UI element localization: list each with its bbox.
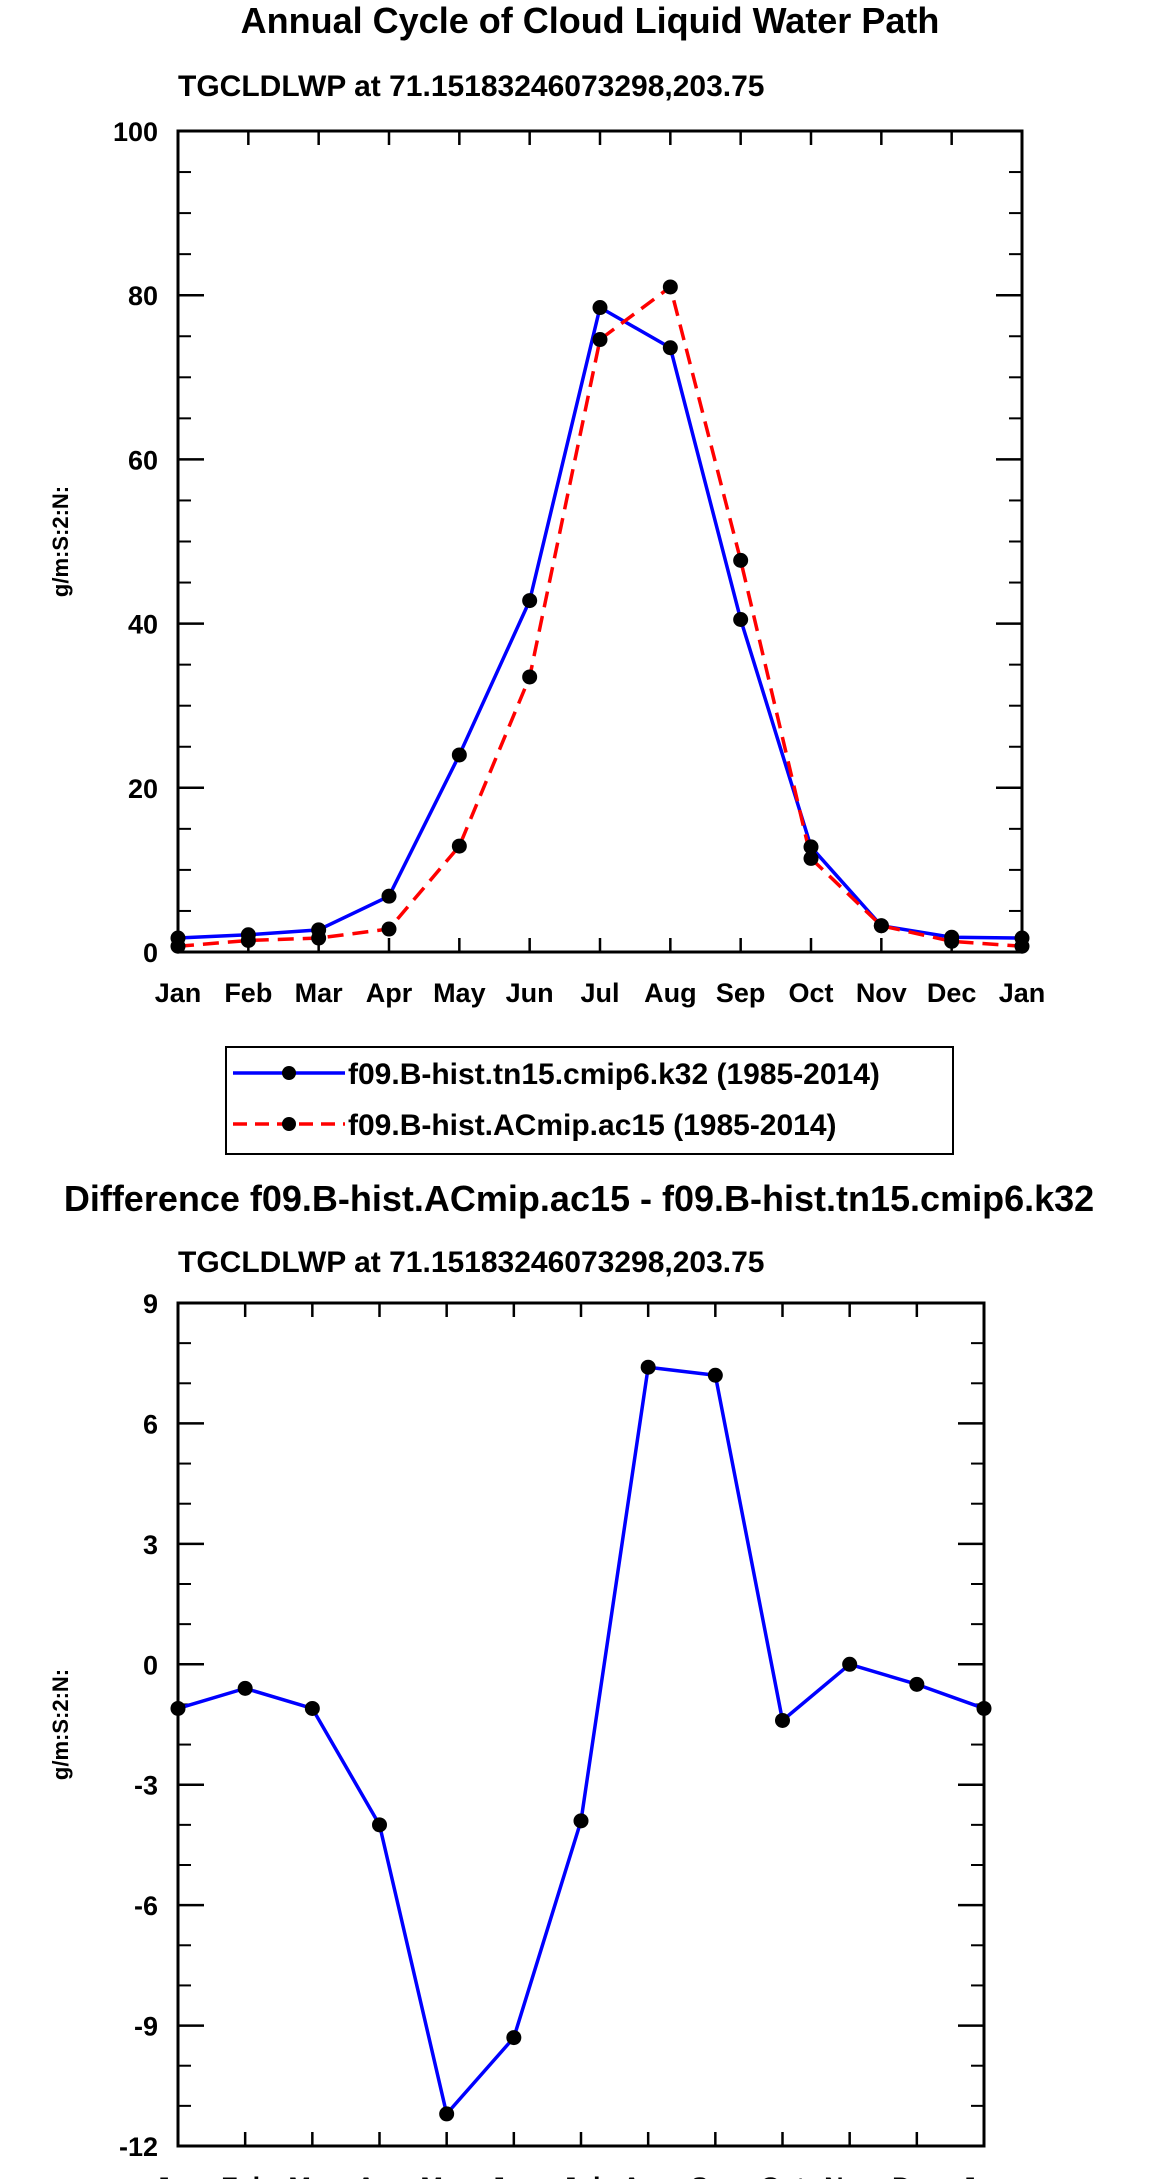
- chart2-series-1-line: [177, 1365, 985, 2116]
- chart1-series-2-point: [170, 938, 186, 954]
- chart1-xtick-label: Feb: [224, 978, 272, 1008]
- chart1-xtick-label: Mar: [295, 978, 344, 1008]
- legend-marker-series-1: [282, 1066, 296, 1080]
- chart2-series-1-point: [439, 2106, 455, 2122]
- chart2-xtick-label: Feb: [221, 2172, 269, 2179]
- chart2-series-1-point: [707, 1367, 723, 1383]
- chart2-series-1-point: [506, 2030, 522, 2046]
- legend-marker-series-2: [282, 1117, 296, 1131]
- chart2-xtick-label: May: [420, 2172, 473, 2179]
- chart1-ytick-label: 20: [128, 774, 158, 804]
- chart1-series-1-line: [177, 305, 1023, 940]
- chart2-ytick-label: -9: [134, 2012, 158, 2042]
- chart1-series-2-point: [592, 332, 608, 348]
- chart2-series-1-point: [976, 1700, 992, 1716]
- chart1-series-2-point: [873, 918, 889, 934]
- chart1-xtick-label: Oct: [788, 978, 833, 1008]
- chart2-xtick-label: Jan: [155, 2172, 202, 2179]
- chart2-xtick-label: Nov: [824, 2172, 875, 2179]
- chart2-ytick-label: -6: [134, 1891, 158, 1921]
- chart2-xtick-label: Aug: [622, 2172, 674, 2179]
- chart1-series-2-point: [803, 850, 819, 866]
- chart2-xtick-label: Jan: [961, 2172, 1008, 2179]
- chart1-ytick-label: 60: [128, 445, 158, 475]
- chart1-series-2-point: [522, 669, 538, 685]
- chart2-series-1-point: [170, 1700, 186, 1716]
- chart2-series-1-point: [304, 1700, 320, 1716]
- legend-label-series-1: f09.B-hist.tn15.cmip6.k32 (1985-2014): [348, 1058, 880, 1091]
- chart1-ytick-label: 100: [113, 117, 158, 147]
- chart1-series-1-point: [733, 611, 749, 627]
- chart1-frame: [176, 129, 1024, 954]
- chart1-ytick-label: 40: [128, 610, 158, 640]
- chart2-series-1-point: [842, 1656, 858, 1672]
- chart2-ytick-label: 9: [143, 1289, 158, 1319]
- chart2-plot: Jan Feb Mar Apr May Jun Jul Aug Sep Oct Nov Dec Jan -…: [48, 1289, 1007, 2179]
- chart2-ytick-label: -12: [119, 2132, 158, 2162]
- chart1-series-2-point: [240, 933, 256, 949]
- chart1-series-2-point: [1014, 938, 1030, 954]
- chart2-series-1-point: [909, 1676, 925, 1692]
- chart2-series-1-point: [775, 1712, 790, 1728]
- chart2-ytick-label: 6: [143, 1409, 158, 1439]
- chart2-ylabel: g/m:S:2:N:: [48, 1669, 73, 1780]
- chart1-series-1-point: [592, 300, 608, 316]
- chart1-xtick-label: Aug: [644, 978, 696, 1008]
- chart1-ytick-label: 0: [143, 938, 158, 968]
- chart1-legend: f09.B-hist.tn15.cmip6.k32 (1985-2014) f0…: [225, 1046, 954, 1155]
- chart1-series-2-point: [451, 838, 467, 854]
- legend-box: [225, 1046, 954, 1155]
- chart2-series-1-point: [640, 1359, 656, 1375]
- chart2-title: Difference f09.B-hist.ACmip.ac15 - f09.B…: [64, 1178, 1094, 1219]
- chart2-xtick-label: Mar: [288, 2172, 337, 2179]
- chart2-xtick-label: Jun: [490, 2172, 538, 2179]
- chart2-xtick-label: Oct: [760, 2172, 805, 2179]
- chart2-ytick-label: 3: [143, 1530, 158, 1560]
- chart2-series-1-point: [237, 1680, 253, 1696]
- chart1-xtick-label: Jun: [506, 978, 554, 1008]
- chart1-xtick-label: Dec: [927, 978, 977, 1008]
- chart1-ytick-label: 80: [128, 281, 158, 311]
- chart2-frame: [176, 1301, 986, 2148]
- legend-label-series-2: f09.B-hist.ACmip.ac15 (1985-2014): [348, 1109, 837, 1142]
- chart2-xtick-label: Apr: [356, 2172, 403, 2179]
- chart1-xtick-label: Jul: [580, 978, 619, 1008]
- chart1-series-1-point: [381, 888, 397, 904]
- chart1-xtick-label: Nov: [856, 978, 907, 1008]
- chart2-xtick-label: Dec: [892, 2172, 942, 2179]
- chart1-series-2-line: [177, 285, 1023, 948]
- chart1-xtick-label: Jan: [155, 978, 202, 1008]
- chart1-ylabel: g/m:S:2:N:: [48, 486, 73, 597]
- chart1-plot: Jan Feb Mar Apr May Jun Jul Aug Sep Oct Nov Dec Jan 0…: [48, 117, 1045, 1008]
- chart1-series-2-point: [662, 279, 678, 295]
- chart1-series-1-point: [522, 593, 538, 609]
- chart2-ytick-label: -3: [134, 1771, 158, 1801]
- chart2-subtitle: TGCLDLWP at 71.15183246073298,203.75: [178, 1246, 765, 1279]
- chart1-series-2-point: [733, 552, 749, 568]
- chart1-series-1-point: [662, 340, 678, 356]
- chart2-series-1-point: [573, 1813, 589, 1829]
- chart1-xtick-label: May: [433, 978, 486, 1008]
- chart1-xtick-label: Sep: [716, 978, 766, 1008]
- chart1-series-2-point: [381, 921, 397, 937]
- chart2-series-1-point: [372, 1817, 387, 1833]
- chart1-title: Annual Cycle of Cloud Liquid Water Path: [241, 0, 940, 41]
- chart1-xtick-label: Jan: [999, 978, 1046, 1008]
- chart1-series-1-point: [451, 747, 467, 763]
- chart2-xtick-label: Sep: [691, 2172, 741, 2179]
- chart1-series-2-point: [311, 930, 327, 946]
- chart1-series-1-point: [803, 839, 819, 855]
- chart2-ytick-label: 0: [143, 1650, 158, 1680]
- chart1-subtitle: TGCLDLWP at 71.15183246073298,203.75: [178, 70, 765, 103]
- chart1-xtick-label: Apr: [366, 978, 413, 1008]
- chart1-series-2-point: [944, 933, 960, 949]
- chart2-xtick-label: Jul: [561, 2172, 600, 2179]
